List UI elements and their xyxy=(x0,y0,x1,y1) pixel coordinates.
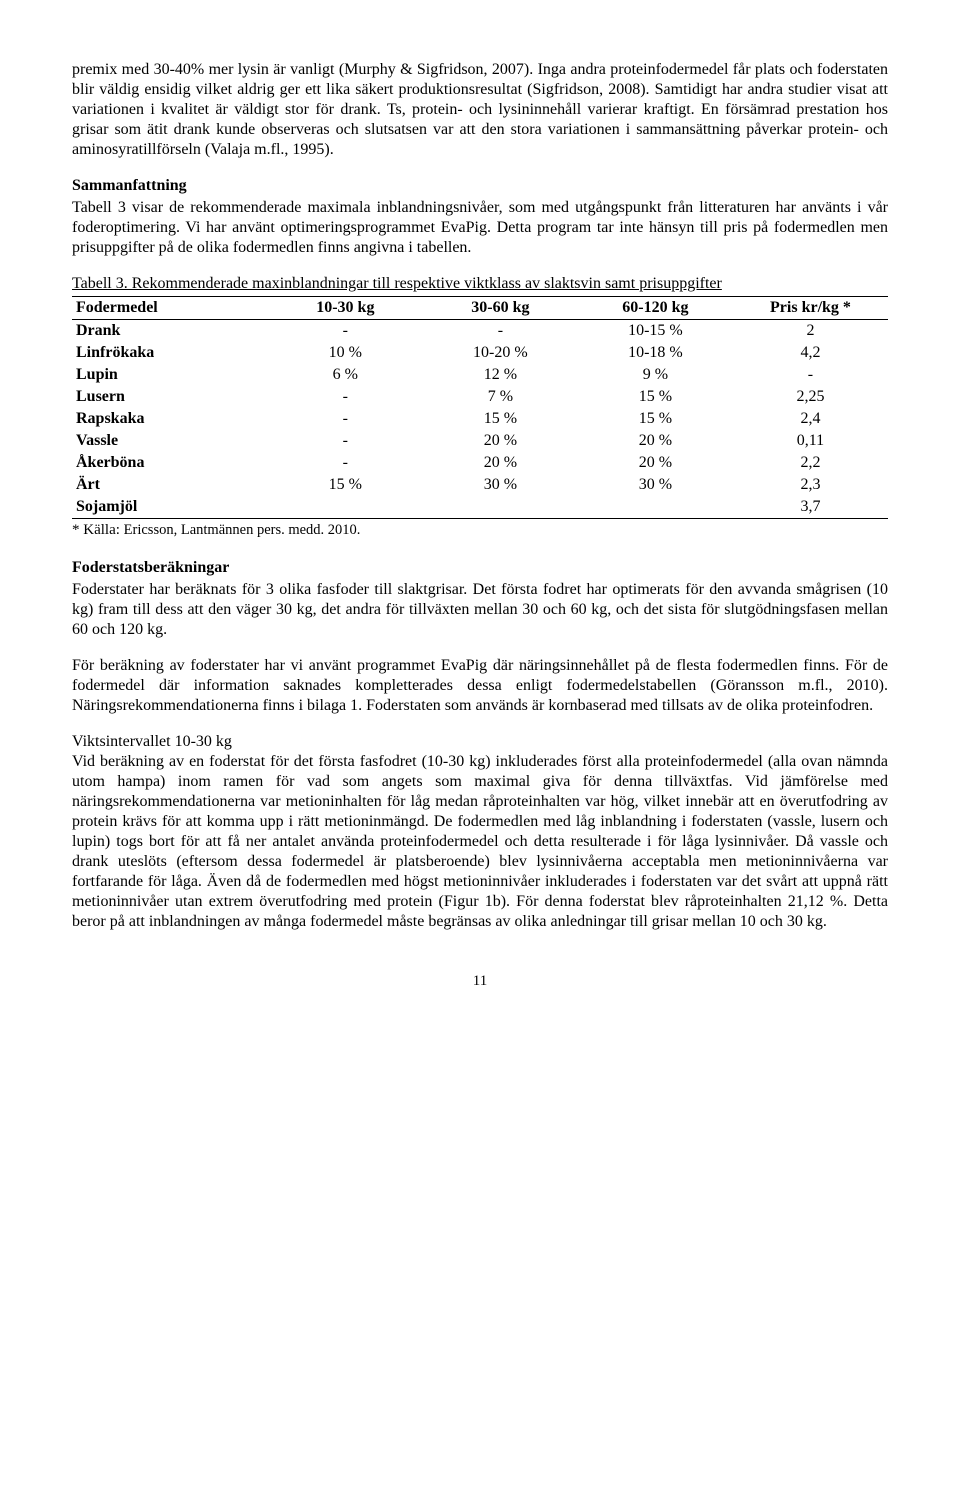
table-row: Vassle-20 %20 %0,11 xyxy=(72,430,888,452)
table-cell: 7 % xyxy=(423,386,578,408)
table-cell: 2,25 xyxy=(733,386,888,408)
table-cell: Linfrökaka xyxy=(72,342,268,364)
table-header-row: Fodermedel 10-30 kg 30-60 kg 60-120 kg P… xyxy=(72,297,888,320)
table-cell: 10-20 % xyxy=(423,342,578,364)
page-number: 11 xyxy=(72,972,888,991)
paragraph-calc-2: För beräkning av foderstater har vi anvä… xyxy=(72,656,888,716)
paragraph-summary: Tabell 3 visar de rekommenderade maximal… xyxy=(72,198,888,258)
table-cell: Lupin xyxy=(72,364,268,386)
footnote-prefix: * Källa: xyxy=(72,522,124,538)
table-cell: 20 % xyxy=(578,430,733,452)
table-cell: - xyxy=(268,408,423,430)
table-cell: 20 % xyxy=(423,430,578,452)
table-cell xyxy=(578,496,733,519)
table-footnote: * Källa: Ericsson, Lantmännen pers. medd… xyxy=(72,521,888,540)
table-cell: 2,3 xyxy=(733,474,888,496)
table-cell: Sojamjöl xyxy=(72,496,268,519)
table-cell: 15 % xyxy=(578,386,733,408)
table-cell: 20 % xyxy=(423,452,578,474)
table-cell: - xyxy=(268,320,423,343)
table-cell: - xyxy=(268,430,423,452)
interval-title: Viktsintervallet 10-30 kg xyxy=(72,733,232,750)
table-cell: Lusern xyxy=(72,386,268,408)
paragraph-intro: premix med 30-40% mer lysin är vanligt (… xyxy=(72,60,888,160)
table-cell: - xyxy=(733,364,888,386)
table-cell: 3,7 xyxy=(733,496,888,519)
heading-calculations: Foderstatsberäkningar xyxy=(72,558,888,578)
table-row: Åkerböna-20 %20 %2,2 xyxy=(72,452,888,474)
table-cell: 2,2 xyxy=(733,452,888,474)
table-cell: 30 % xyxy=(423,474,578,496)
table-cell: 12 % xyxy=(423,364,578,386)
table-row: Linfrökaka10 %10-20 %10-18 %4,2 xyxy=(72,342,888,364)
footnote-source: Ericsson, Lantmännen pers. medd. 2010. xyxy=(124,522,361,538)
table-caption: Tabell 3. Rekommenderade maxinblandninga… xyxy=(72,274,888,294)
table-row: Sojamjöl 3,7 xyxy=(72,496,888,519)
table-cell: 6 % xyxy=(268,364,423,386)
table-cell: Drank xyxy=(72,320,268,343)
table-cell: Åkerböna xyxy=(72,452,268,474)
table-cell: 4,2 xyxy=(733,342,888,364)
paragraph-interval: Viktsintervallet 10-30 kg Vid beräkning … xyxy=(72,732,888,932)
table-cell: - xyxy=(423,320,578,343)
table-row: Drank--10-15 %2 xyxy=(72,320,888,343)
table-row: Lupin6 %12 %9 %- xyxy=(72,364,888,386)
table-cell: 2 xyxy=(733,320,888,343)
paragraph-calc-1: Foderstater har beräknats för 3 olika fa… xyxy=(72,580,888,640)
col-header: 10-30 kg xyxy=(268,297,423,320)
col-header: 30-60 kg xyxy=(423,297,578,320)
table-row: Ärt15 %30 %30 %2,3 xyxy=(72,474,888,496)
table-row: Rapskaka-15 %15 %2,4 xyxy=(72,408,888,430)
table-cell: Vassle xyxy=(72,430,268,452)
table-cell: - xyxy=(268,386,423,408)
table-cell: Rapskaka xyxy=(72,408,268,430)
table-cell: Ärt xyxy=(72,474,268,496)
recommendations-table: Fodermedel 10-30 kg 30-60 kg 60-120 kg P… xyxy=(72,296,888,519)
table-cell: 10-15 % xyxy=(578,320,733,343)
table-row: Lusern-7 %15 %2,25 xyxy=(72,386,888,408)
table-cell: 15 % xyxy=(423,408,578,430)
table-cell: 9 % xyxy=(578,364,733,386)
table-cell xyxy=(268,496,423,519)
table-cell: 2,4 xyxy=(733,408,888,430)
interval-body: Vid beräkning av en foderstat för det fö… xyxy=(72,753,888,930)
table-cell: 30 % xyxy=(578,474,733,496)
table-cell: 20 % xyxy=(578,452,733,474)
table-cell: 15 % xyxy=(268,474,423,496)
col-header: Pris kr/kg * xyxy=(733,297,888,320)
table-cell: 10-18 % xyxy=(578,342,733,364)
col-header: 60-120 kg xyxy=(578,297,733,320)
heading-summary: Sammanfattning xyxy=(72,176,888,196)
table-cell: - xyxy=(268,452,423,474)
table-cell: 15 % xyxy=(578,408,733,430)
table-cell: 10 % xyxy=(268,342,423,364)
table-cell: 0,11 xyxy=(733,430,888,452)
table-cell xyxy=(423,496,578,519)
col-header: Fodermedel xyxy=(72,297,268,320)
